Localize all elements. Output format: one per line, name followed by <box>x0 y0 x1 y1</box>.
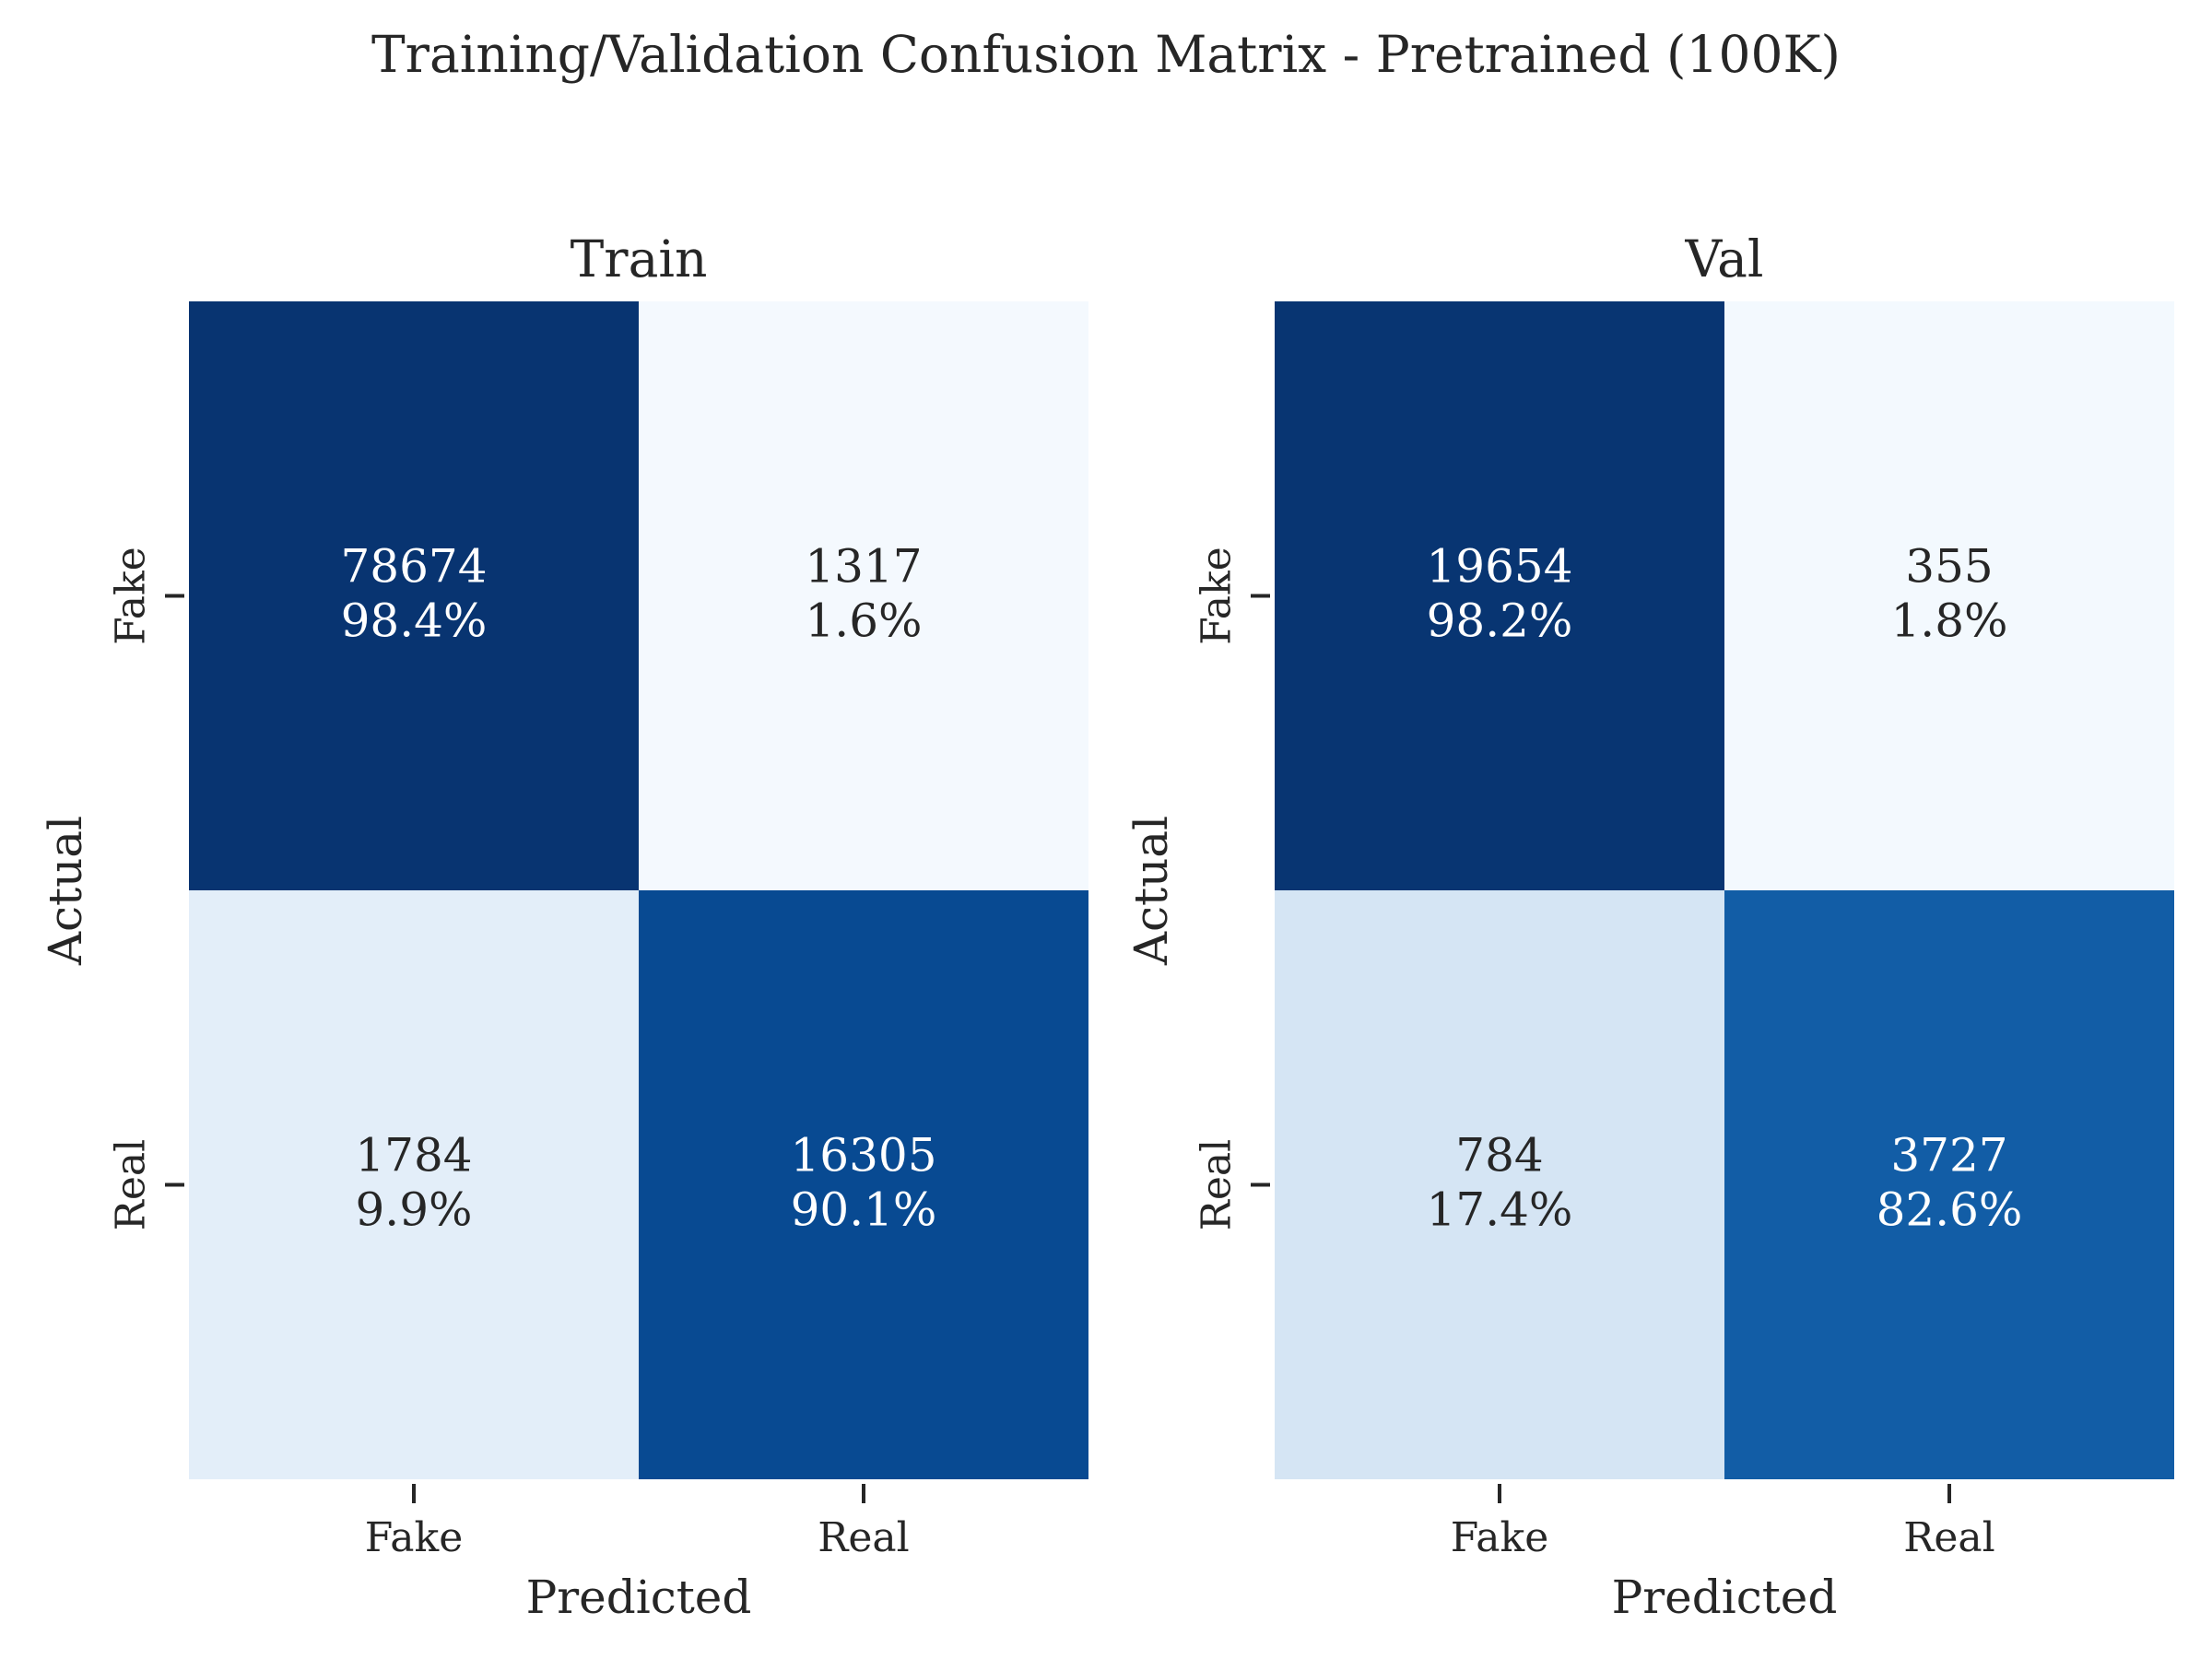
heatmap-cell <box>1724 890 2174 1479</box>
x-axis-label: Predicted <box>1612 1571 1838 1624</box>
panel-title: Val <box>1684 229 1763 288</box>
cell-count-label: 3727 <box>1890 1129 2007 1182</box>
cell-count-label: 16305 <box>790 1129 936 1182</box>
x-tick-label: Real <box>1903 1514 1994 1561</box>
heatmap-cell <box>1275 301 1724 890</box>
cell-percent-label: 98.4% <box>341 594 488 648</box>
y-tick-label: Real <box>108 1139 155 1230</box>
heatmap-cell <box>1724 301 2174 890</box>
heatmap-cell <box>639 301 1088 890</box>
heatmap-cell <box>1275 890 1724 1479</box>
x-tick-label: Fake <box>365 1514 463 1561</box>
cell-percent-label: 98.2% <box>1427 594 1573 648</box>
x-axis-label: Predicted <box>526 1571 752 1624</box>
cell-percent-label: 90.1% <box>791 1183 937 1237</box>
cell-count-label: 1784 <box>355 1129 472 1182</box>
heatmap-cell <box>189 301 639 890</box>
cell-count-label: 1317 <box>805 540 922 594</box>
heatmap-cell <box>189 890 639 1479</box>
cell-count-label: 19654 <box>1426 540 1572 594</box>
y-tick-label: Fake <box>1194 547 1241 644</box>
cell-count-label: 355 <box>1905 540 1993 594</box>
cell-percent-label: 17.4% <box>1427 1183 1573 1237</box>
heatmap-cell <box>639 890 1088 1479</box>
x-tick-label: Fake <box>1451 1514 1548 1561</box>
y-axis-label: Actual <box>39 816 92 966</box>
y-tick-label: Fake <box>108 547 155 644</box>
panel-title: Train <box>571 229 708 288</box>
cell-percent-label: 9.9% <box>355 1183 472 1237</box>
cell-percent-label: 1.6% <box>805 594 922 648</box>
cell-count-label: 784 <box>1455 1129 1543 1182</box>
x-tick-label: Real <box>818 1514 909 1561</box>
cell-count-label: 78674 <box>340 540 487 594</box>
cell-percent-label: 82.6% <box>1877 1183 2023 1237</box>
y-axis-label: Actual <box>1124 816 1178 966</box>
y-tick-label: Real <box>1194 1139 1241 1230</box>
cell-percent-label: 1.8% <box>1890 594 2007 648</box>
figure-title: Training/Validation Confusion Matrix - P… <box>371 25 1841 84</box>
